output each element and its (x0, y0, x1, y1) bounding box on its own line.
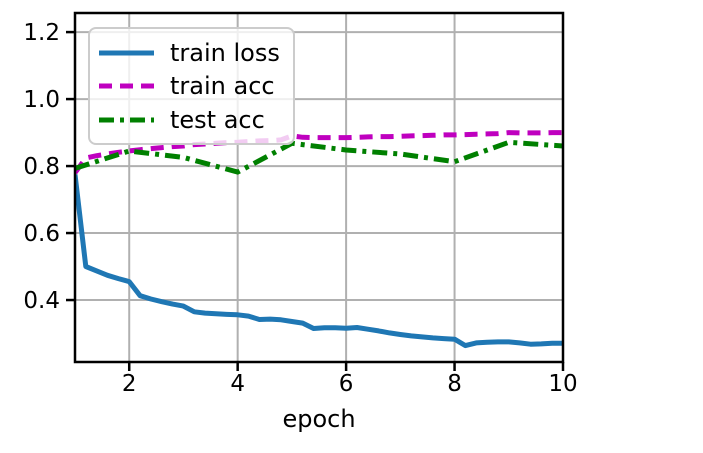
train-loss-line-icon (99, 50, 154, 55)
legend-label: test acc (170, 105, 265, 134)
x-tick-label: 10 (548, 371, 577, 397)
train-acc-line-icon (99, 83, 154, 89)
legend-label: train loss (170, 38, 280, 67)
series-line-train-loss (74, 174, 563, 349)
x-tick-label: 2 (122, 371, 137, 397)
legend-item-train-acc: train acc (99, 74, 293, 98)
x-tick-label: 4 (230, 371, 245, 397)
y-tick-label: 0.4 (23, 288, 60, 314)
x-tick-label: 6 (339, 371, 354, 397)
series-line-train-acc (74, 130, 563, 175)
y-tick-label: 1.2 (23, 20, 60, 46)
test-acc-line-icon (99, 117, 154, 122)
x-tick-label: 8 (447, 371, 462, 397)
x-axis-label: epoch (282, 405, 356, 433)
legend: train loss train acc test acc (88, 27, 295, 145)
y-tick-label: 1.0 (23, 87, 60, 113)
series-line-test-acc (74, 139, 564, 175)
y-tick-label: 0.8 (23, 154, 60, 180)
legend-label: train acc (170, 72, 275, 100)
legend-item-test-acc: test acc (99, 108, 293, 132)
axes-spines (73, 11, 565, 364)
y-tick-label: 0.6 (23, 221, 60, 247)
legend-item-train-loss: train loss (99, 41, 293, 65)
